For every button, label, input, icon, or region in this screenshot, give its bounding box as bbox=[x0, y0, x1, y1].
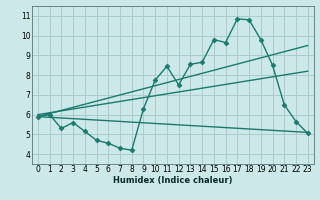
X-axis label: Humidex (Indice chaleur): Humidex (Indice chaleur) bbox=[113, 176, 233, 185]
